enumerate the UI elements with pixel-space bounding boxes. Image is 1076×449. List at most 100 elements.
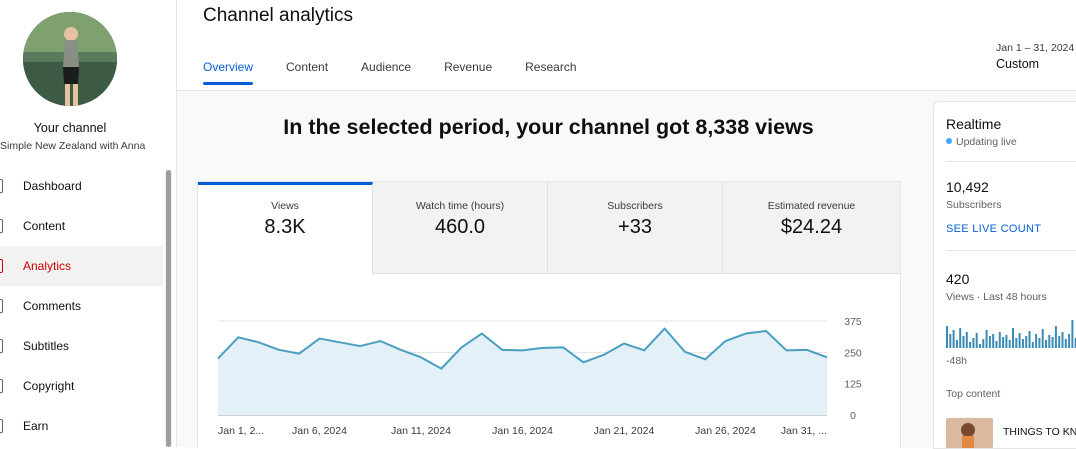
tab-revenue[interactable]: Revenue	[444, 60, 493, 74]
data-point[interactable]	[439, 367, 443, 371]
realtime-bar[interactable]	[969, 342, 972, 348]
data-point[interactable]	[825, 355, 829, 359]
realtime-bar[interactable]	[975, 333, 978, 348]
subscriber-label: Subscribers	[946, 199, 1002, 211]
realtime-bar[interactable]	[1008, 340, 1011, 348]
realtime-bar[interactable]	[952, 330, 955, 348]
data-point[interactable]	[236, 335, 240, 339]
data-point[interactable]	[521, 348, 525, 352]
realtime-bar[interactable]	[992, 334, 995, 348]
realtime-bar[interactable]	[1071, 320, 1074, 348]
metric-tab-watch-time[interactable]: Watch time (hours) 460.0	[373, 182, 548, 274]
data-point[interactable]	[338, 340, 342, 344]
realtime-bar[interactable]	[1035, 334, 1038, 348]
realtime-bar[interactable]	[988, 336, 991, 348]
realtime-bar[interactable]	[1058, 336, 1061, 348]
data-point[interactable]	[500, 348, 504, 352]
data-point[interactable]	[703, 357, 707, 361]
data-point[interactable]	[460, 345, 464, 349]
realtime-bar[interactable]	[946, 326, 948, 348]
realtime-bar[interactable]	[955, 340, 958, 348]
realtime-bar[interactable]	[949, 334, 952, 348]
tab-research[interactable]: Research	[525, 60, 577, 74]
data-point[interactable]	[805, 348, 809, 352]
sidebar-scrollbar-thumb[interactable]	[166, 170, 171, 447]
data-point[interactable]	[784, 348, 788, 352]
top-content-title[interactable]: THINGS TO KNO	[1003, 426, 1076, 438]
realtime-bar[interactable]	[982, 339, 985, 348]
data-point[interactable]	[297, 352, 301, 356]
realtime-bar[interactable]	[972, 338, 975, 348]
realtime-bar[interactable]	[995, 341, 998, 348]
sidebar-item-dashboard[interactable]: Dashboard	[0, 166, 163, 206]
data-point[interactable]	[764, 329, 768, 333]
realtime-bar[interactable]	[1061, 332, 1064, 348]
data-point[interactable]	[419, 355, 423, 359]
data-point[interactable]	[642, 348, 646, 352]
realtime-bar[interactable]	[1018, 333, 1021, 348]
realtime-views-bar-chart[interactable]	[946, 318, 1076, 348]
avatar[interactable]	[23, 12, 117, 106]
data-point[interactable]	[216, 357, 220, 361]
data-point[interactable]	[561, 345, 565, 349]
realtime-bar[interactable]	[985, 330, 988, 348]
data-point[interactable]	[378, 339, 382, 343]
data-point[interactable]	[358, 344, 362, 348]
date-preset-select[interactable]: Custom	[996, 57, 1040, 71]
realtime-bar[interactable]	[959, 328, 962, 348]
data-point[interactable]	[277, 348, 281, 352]
data-point[interactable]	[602, 353, 606, 357]
see-live-count-link[interactable]: SEE LIVE COUNT	[946, 223, 1042, 235]
sidebar-item-subtitles[interactable]: Subtitles	[0, 326, 163, 366]
sidebar-item-copyright[interactable]: Copyright	[0, 366, 163, 406]
data-point[interactable]	[581, 360, 585, 364]
realtime-bar[interactable]	[1012, 328, 1014, 348]
realtime-bar[interactable]	[1002, 337, 1005, 348]
realtime-bar[interactable]	[1051, 337, 1054, 348]
realtime-bar[interactable]	[1015, 338, 1018, 348]
tab-content[interactable]: Content	[286, 60, 329, 74]
sidebar-item-earn[interactable]: Earn	[0, 406, 163, 446]
realtime-bar[interactable]	[1031, 342, 1034, 348]
realtime-bar[interactable]	[1048, 335, 1051, 348]
data-point[interactable]	[541, 346, 545, 350]
realtime-bar[interactable]	[1068, 334, 1071, 348]
realtime-bar[interactable]	[962, 336, 965, 348]
data-point[interactable]	[724, 339, 728, 343]
tab-audience[interactable]: Audience	[361, 60, 412, 74]
date-range[interactable]: Jan 1 – 31, 2024	[996, 42, 1075, 54]
realtime-bar[interactable]	[998, 332, 1001, 348]
tab-overview[interactable]: Overview	[203, 60, 254, 85]
views-series-line[interactable]	[217, 327, 828, 370]
realtime-bar[interactable]	[1021, 339, 1024, 348]
top-content-thumbnail[interactable]	[946, 418, 993, 448]
sidebar-item-analytics[interactable]: Analytics	[0, 246, 163, 286]
views-chart[interactable]: 0 125 250 375 Jan 1, 2... Jan 6, 2024 Jan 11, …	[198, 182, 900, 448]
realtime-bar[interactable]	[1054, 326, 1057, 348]
realtime-bar[interactable]	[1045, 340, 1047, 348]
metric-tab-views[interactable]: Views 8.3K	[198, 182, 373, 274]
data-point[interactable]	[480, 332, 484, 336]
realtime-bar[interactable]	[1064, 339, 1067, 348]
data-point[interactable]	[318, 337, 322, 341]
realtime-bar[interactable]	[1028, 331, 1031, 348]
realtime-bar[interactable]	[979, 344, 981, 348]
realtime-bar[interactable]	[1074, 338, 1076, 348]
metric-value: 460.0	[434, 216, 486, 238]
realtime-bar[interactable]	[965, 332, 968, 348]
data-point[interactable]	[622, 342, 626, 346]
realtime-bar[interactable]	[1025, 336, 1028, 348]
data-point[interactable]	[399, 348, 403, 352]
metric-tab-estimated-revenue[interactable]: Estimated revenue $24.24	[723, 182, 900, 274]
data-point[interactable]	[257, 340, 261, 344]
realtime-bar[interactable]	[1005, 335, 1008, 348]
realtime-bar[interactable]	[1041, 329, 1044, 348]
data-point[interactable]	[663, 327, 667, 331]
data-point[interactable]	[744, 332, 748, 336]
sidebar-item-comments[interactable]: Comments	[0, 286, 163, 326]
sidebar-item-content[interactable]: Content	[0, 206, 163, 246]
data-point[interactable]	[683, 350, 687, 354]
metric-tab-subscribers[interactable]: Subscribers +33	[548, 182, 723, 274]
sidebar-item-label: Dashboard	[23, 179, 82, 193]
realtime-bar[interactable]	[1038, 338, 1041, 348]
